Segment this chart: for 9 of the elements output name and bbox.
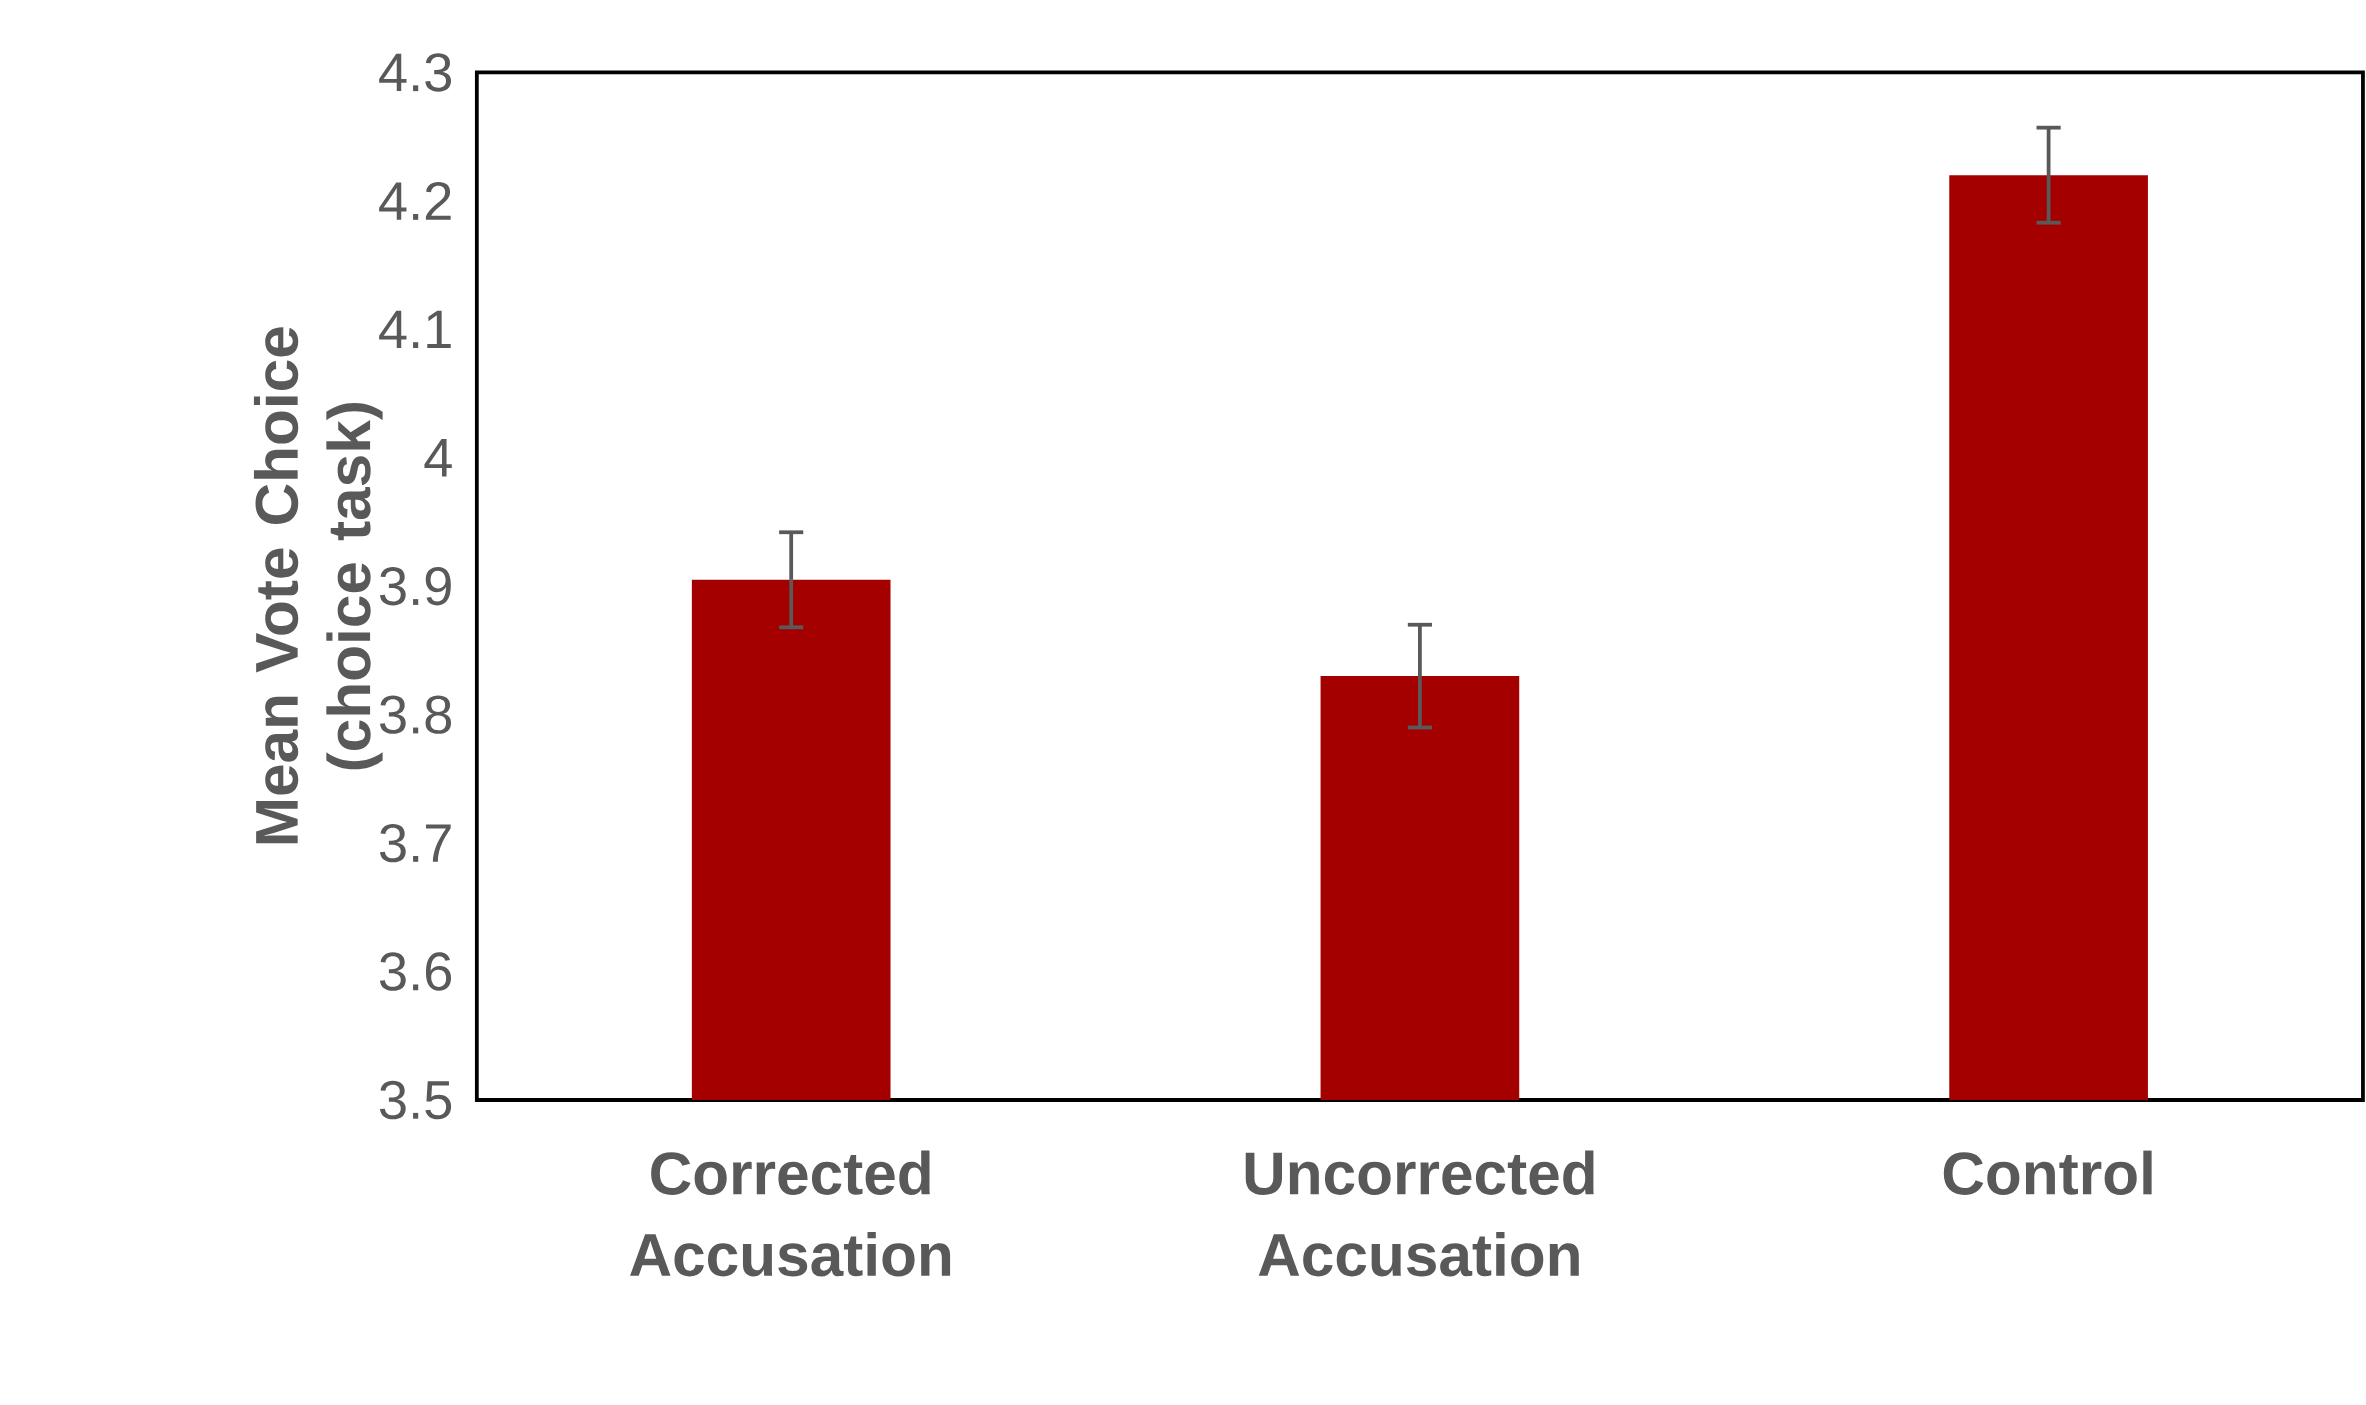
y-tick-label: 3.5 <box>379 1080 452 1120</box>
y-tick-label: 3.6 <box>379 952 452 991</box>
x-tick-label: Control <box>1943 1150 2152 1196</box>
x-tick-label: Uncorrected Accusation <box>1245 1150 1594 1277</box>
x-tick-label: Corrected Accusation <box>630 1150 951 1277</box>
y-tick-label: 4.3 <box>379 53 452 92</box>
y-tick-label: 4 <box>424 439 452 477</box>
y-tick-label: 4.2 <box>379 182 451 220</box>
y-tick-label: 3.7 <box>379 823 451 863</box>
